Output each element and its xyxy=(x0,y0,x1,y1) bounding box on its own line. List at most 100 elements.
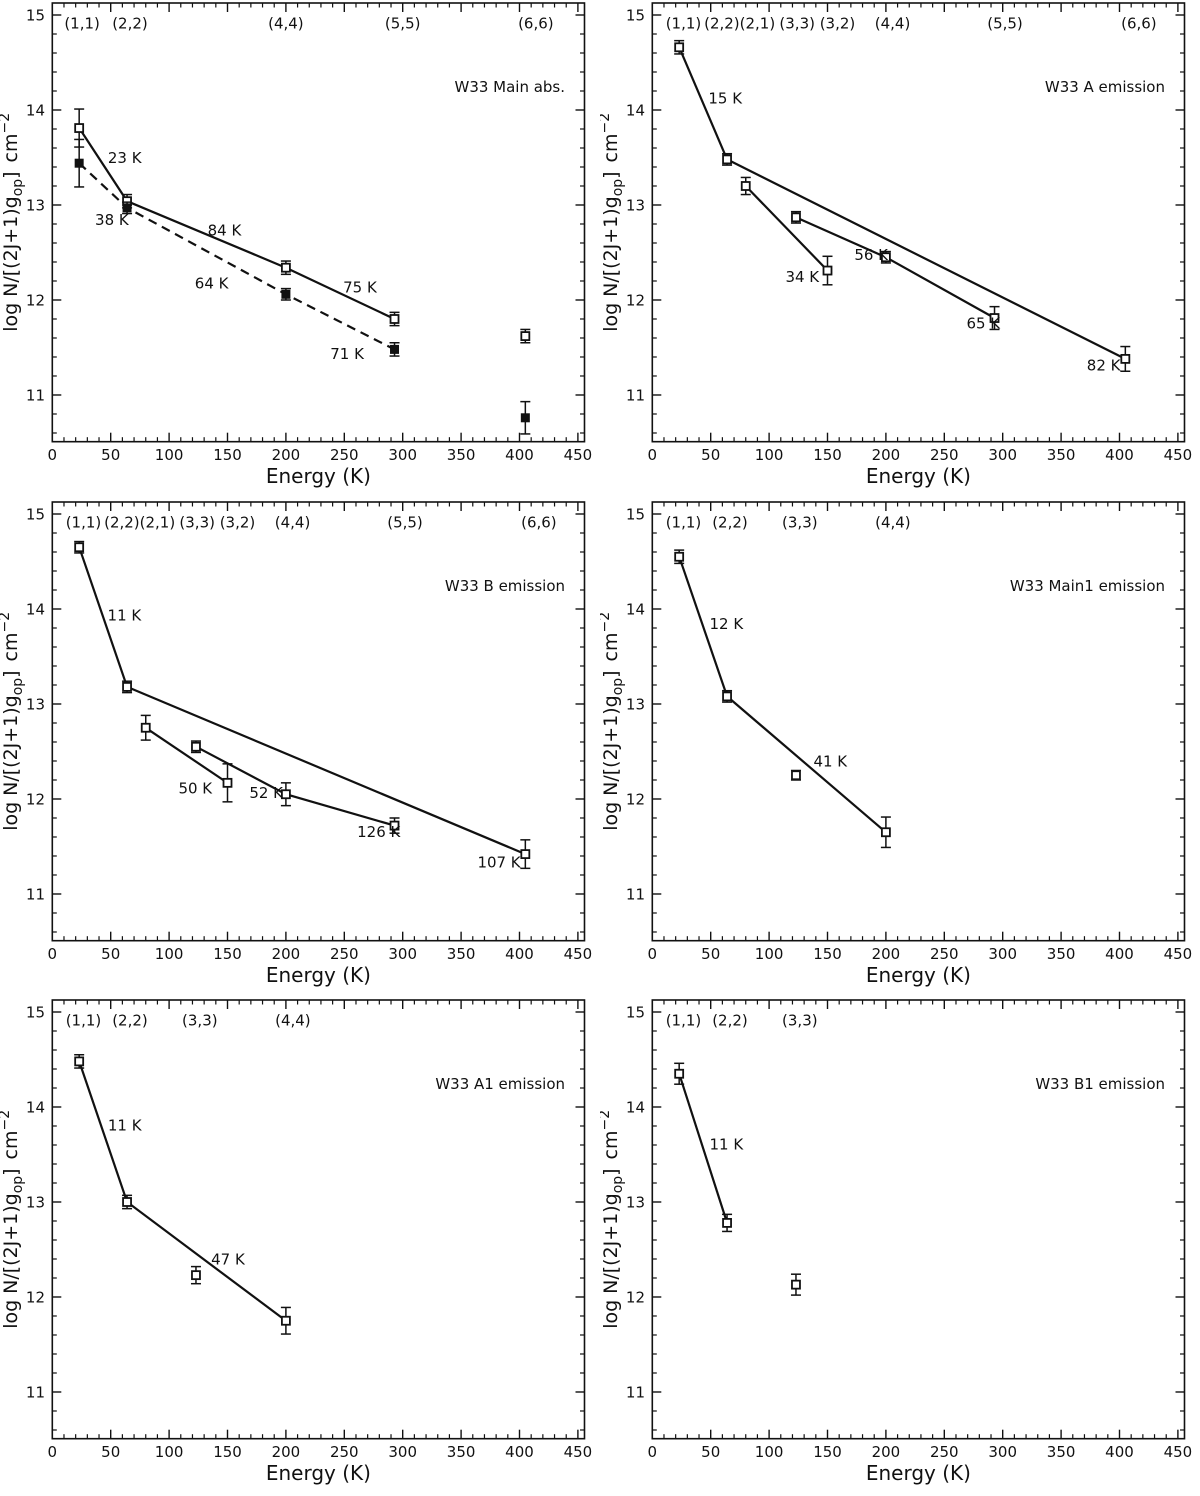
data-marker-open-square xyxy=(222,777,233,788)
state-label: (2,2) xyxy=(112,14,148,32)
temperature-label: 15 K xyxy=(708,89,743,107)
y-tick-label: 14 xyxy=(626,101,645,119)
fit-line xyxy=(78,127,395,320)
x-tick-label: 250 xyxy=(330,945,359,963)
y-tick-label: 13 xyxy=(626,196,645,214)
data-marker-open-square xyxy=(74,542,85,552)
x-tick-label: 50 xyxy=(101,945,120,963)
x-tick-label: 450 xyxy=(1164,446,1193,464)
state-label: (5,5) xyxy=(987,14,1023,32)
plot-border xyxy=(51,2,586,443)
state-label: (1,1) xyxy=(666,1012,702,1030)
x-tick-label: 0 xyxy=(48,446,58,464)
temperature-label: 12 K xyxy=(710,615,745,633)
data-marker-open-square xyxy=(722,1218,732,1229)
x-tick-label: 50 xyxy=(701,945,720,963)
fit-line xyxy=(678,46,729,160)
temperature-label: 64 K xyxy=(195,275,230,293)
state-label: (1,1) xyxy=(666,14,702,32)
x-axis-label: Energy (K) xyxy=(866,1461,971,1485)
data-marker-open-square xyxy=(389,314,400,324)
data-marker-open-square xyxy=(140,722,151,733)
temperature-label: 11 K xyxy=(710,1136,745,1154)
x-tick-label: 100 xyxy=(755,945,784,963)
temperature-label: 82 K xyxy=(1087,356,1122,374)
temperature-label: 34 K xyxy=(785,268,820,286)
data-marker-open-square xyxy=(74,123,85,133)
panel-w33-main1-emission: 0 50 100 150 200 250 300 350 400 450 11 12 13 14 15 Ene… xyxy=(600,499,1200,998)
y-tick-label: 11 xyxy=(626,885,645,903)
data-marker-open-square xyxy=(791,212,801,223)
data-marker-open-square xyxy=(722,154,732,165)
y-tick-label: 13 xyxy=(26,196,45,214)
x-tick-label: 0 xyxy=(648,446,658,464)
x-tick-label: 300 xyxy=(388,945,417,963)
y-tick-label: 12 xyxy=(626,790,645,808)
x-tick-label: 100 xyxy=(155,945,184,963)
y-tick-label: 13 xyxy=(626,1194,645,1212)
fit-line xyxy=(678,1073,729,1224)
y-tick-label: 14 xyxy=(26,1099,45,1117)
panel-svg-1: 0 50 100 150 200 250 300 350 400 450 11 12 13 14 15 Ene… xyxy=(0,2,593,488)
temperature-label: 71 K xyxy=(330,345,365,363)
x-tick-label: 200 xyxy=(872,945,901,963)
fit-line xyxy=(726,695,887,833)
y-tick-label: 13 xyxy=(26,1194,45,1212)
x-tick-label: 350 xyxy=(447,1443,476,1461)
panel-w33-b-emission: 0 50 100 150 200 250 300 350 400 450 11 12 13 14 15 Ene… xyxy=(0,499,600,998)
x-tick-label: 300 xyxy=(388,1443,417,1461)
state-label: (2,2) xyxy=(112,1012,148,1030)
data-marker-open-square xyxy=(791,770,801,780)
x-tick-label: 400 xyxy=(505,446,534,464)
panel-title: W33 A1 emission xyxy=(435,1075,565,1093)
y-tick-label: 14 xyxy=(626,600,645,618)
data-marker-open-square xyxy=(389,820,400,831)
x-axis-label: Energy (K) xyxy=(266,464,371,488)
data-marker-filled-square xyxy=(74,158,84,168)
state-label: (4,4) xyxy=(275,513,311,531)
data-marker-open-square xyxy=(191,741,201,752)
data-marker-filled-square xyxy=(281,289,291,299)
fit-line xyxy=(126,685,526,855)
x-axis-label: Energy (K) xyxy=(866,464,971,488)
x-tick-label: 400 xyxy=(505,945,534,963)
y-tick-label: 15 xyxy=(26,6,45,24)
temperature-label: 11 K xyxy=(108,606,143,624)
y-axis-label: log N/[(2J+1)gop]cm−2 xyxy=(0,113,26,332)
plot-border xyxy=(51,500,586,942)
fit-line xyxy=(145,726,229,784)
y-axis-label: log N/[(2J+1)gop]cm−2 xyxy=(0,612,26,831)
y-tick-label: 14 xyxy=(626,1099,645,1117)
y-axis-label: log N/[(2J+1)gop]cm−2 xyxy=(600,1110,626,1329)
x-tick-label: 200 xyxy=(872,1443,901,1461)
x-tick-label: 250 xyxy=(330,446,359,464)
x-tick-label: 450 xyxy=(1164,945,1193,963)
state-label: (4,4) xyxy=(275,1012,311,1030)
data-marker-open-square xyxy=(674,42,685,53)
data-marker-open-square xyxy=(822,265,833,276)
state-label: (3,3) xyxy=(782,1012,818,1030)
x-tick-label: 150 xyxy=(813,945,842,963)
panel-svg-6: 0 50 100 150 200 250 300 350 400 450 11 12 13 14 15 Ene… xyxy=(600,999,1192,1485)
panel-svg-4: 0 50 100 150 200 250 300 350 400 450 11 12 13 14 15 Ene… xyxy=(600,500,1193,987)
temperature-label: 84 K xyxy=(208,221,243,239)
data-marker-open-square xyxy=(281,789,291,799)
y-tick-label: 12 xyxy=(626,291,645,309)
x-tick-label: 400 xyxy=(1105,945,1134,963)
fit-line xyxy=(678,555,729,697)
temperature-label: 47 K xyxy=(211,1251,246,1269)
y-tick-label: 15 xyxy=(26,1004,45,1022)
x-tick-label: 50 xyxy=(101,1443,120,1461)
state-label: (3,3) xyxy=(182,1012,218,1030)
data-marker-open-square xyxy=(122,681,132,692)
y-tick-label: 13 xyxy=(26,695,45,713)
data-marker-open-square xyxy=(281,262,291,273)
x-tick-label: 150 xyxy=(213,945,242,963)
y-tick-label: 14 xyxy=(26,600,45,618)
y-tick-label: 14 xyxy=(26,101,45,119)
x-tick-label: 150 xyxy=(213,1443,242,1461)
panel-svg-5: 0 50 100 150 200 250 300 350 400 450 11 12 13 14 15 Ene… xyxy=(0,999,592,1485)
x-tick-label: 450 xyxy=(564,446,593,464)
x-tick-label: 400 xyxy=(1105,446,1134,464)
state-label: (5,5) xyxy=(385,14,421,32)
